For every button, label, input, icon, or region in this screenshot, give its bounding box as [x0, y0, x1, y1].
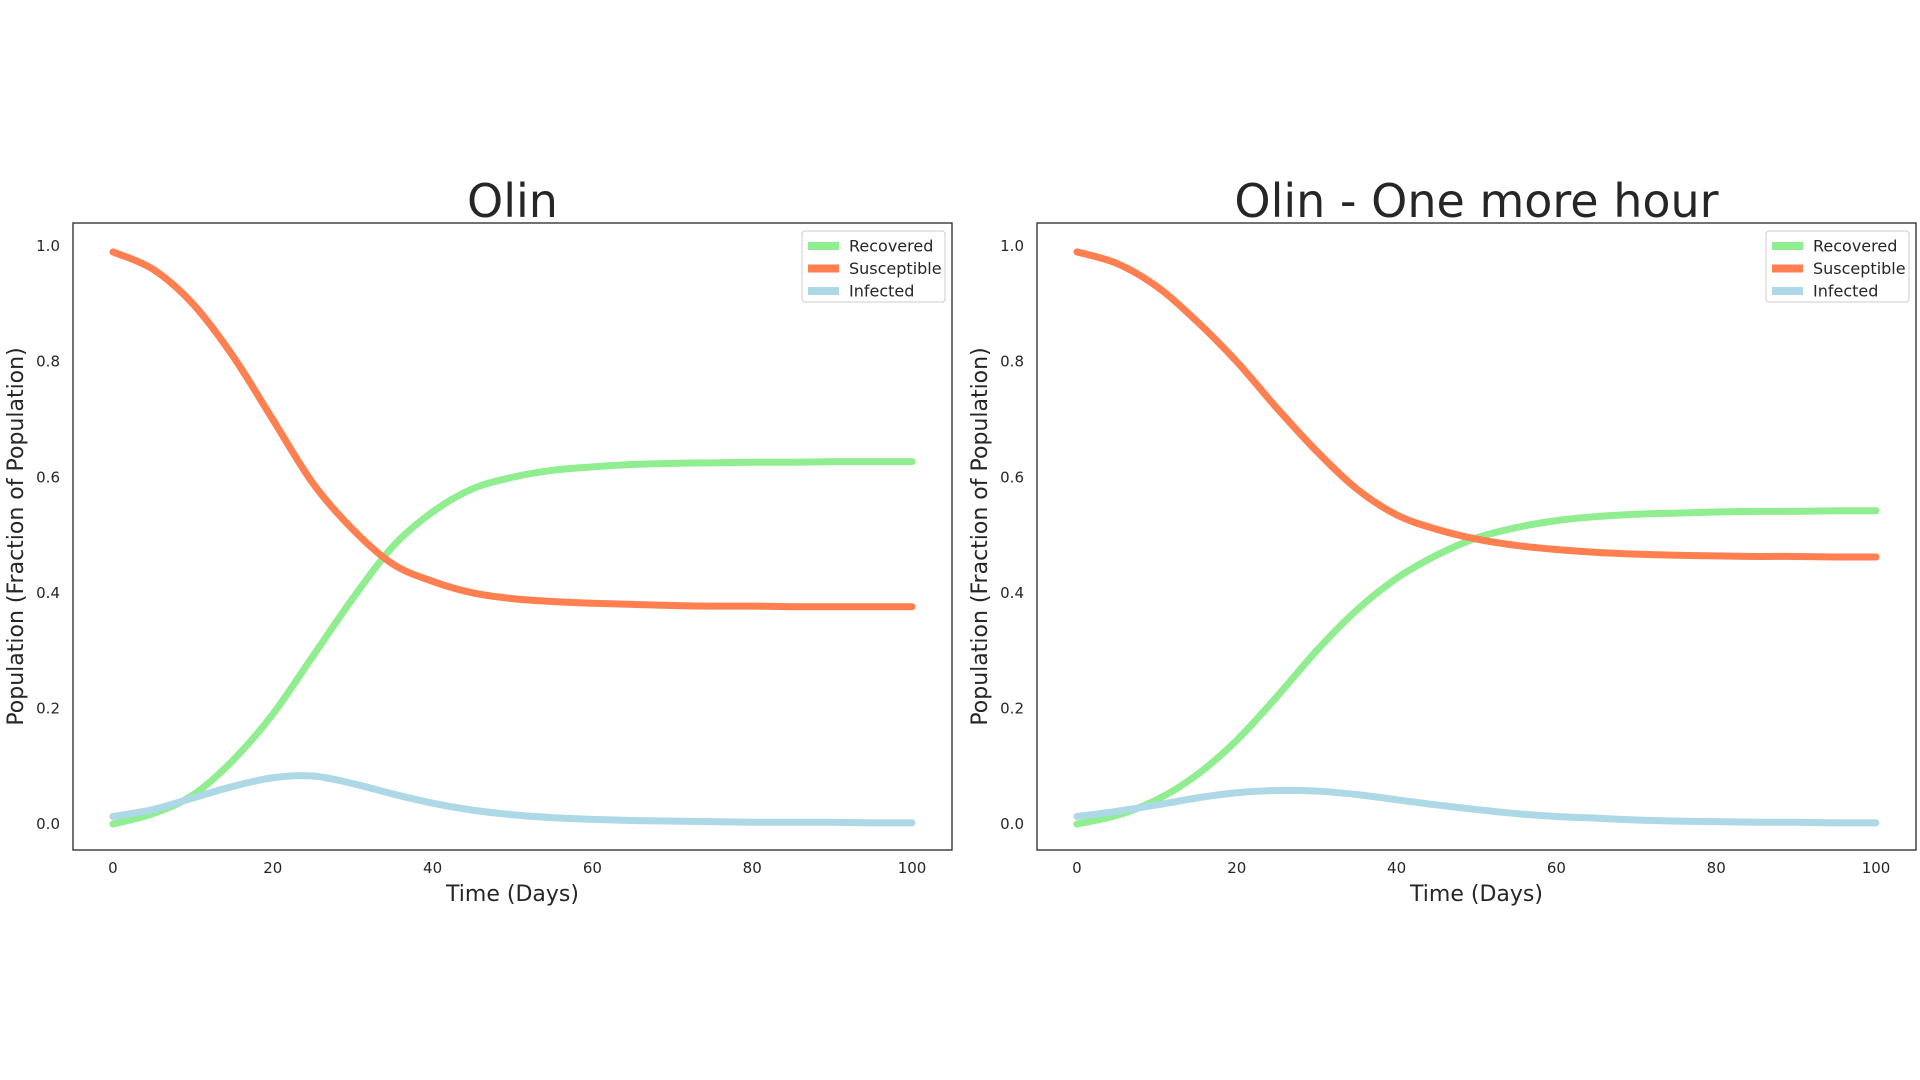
- y-tick-label: 0.6: [36, 468, 60, 486]
- y-tick-label: 0.2: [36, 699, 60, 717]
- y-tick-label: 0.2: [1000, 699, 1024, 717]
- y-tick-label: 1.0: [1000, 237, 1024, 255]
- chart-panel-1: Olin 0 20 40 60 80 100 0.0 0.2 0.4 0.6 0.8 1.0 Time (…: [4, 174, 953, 907]
- legend-label-susceptible: Susceptible: [1813, 259, 1906, 278]
- legend: Recovered Susceptible Infected: [801, 230, 946, 303]
- series-line-infected: [1073, 786, 1880, 827]
- series-line-recovered: [109, 458, 916, 828]
- legend-label-infected: Infected: [849, 282, 914, 301]
- legend-label-susceptible: Susceptible: [849, 259, 942, 278]
- x-tick-label: 60: [583, 859, 602, 877]
- x-tick-label: 80: [1707, 859, 1726, 877]
- legend-label-infected: Infected: [1813, 282, 1878, 301]
- y-axis-label: Population (Fraction of Population): [4, 347, 29, 725]
- chart-title: Olin - One more hour: [1234, 174, 1718, 228]
- series-line-susceptible: [109, 248, 916, 611]
- x-tick-label: 0: [1072, 859, 1082, 877]
- y-tick-label: 1.0: [36, 237, 60, 255]
- series-line-infected: [109, 772, 916, 827]
- y-tick-label: 0.4: [36, 584, 60, 602]
- x-tick-label: 40: [423, 859, 442, 877]
- chart-panel-2: Olin - One more hour 0 20 40 60 80 100 0.0 0.2 0.…: [968, 174, 1917, 907]
- legend-label-recovered: Recovered: [1813, 237, 1897, 256]
- x-tick-label: 60: [1547, 859, 1566, 877]
- x-tick-label: 20: [263, 859, 282, 877]
- y-tick-label: 0.8: [36, 353, 60, 371]
- chart-title: Olin: [467, 174, 558, 228]
- y-tick-label: 0.8: [1000, 353, 1024, 371]
- y-axis-label: Population (Fraction of Population): [968, 347, 993, 725]
- x-tick-label: 100: [1862, 859, 1891, 877]
- x-tick-label: 0: [108, 859, 118, 877]
- x-axis-label: Time (Days): [1409, 882, 1543, 907]
- x-tick-label: 40: [1387, 859, 1406, 877]
- legend: Recovered Susceptible Infected: [1765, 230, 1910, 303]
- x-axis-label: Time (Days): [445, 882, 579, 907]
- y-tick-label: 0.4: [1000, 584, 1024, 602]
- x-tick-label: 100: [898, 859, 927, 877]
- legend-label-recovered: Recovered: [849, 237, 933, 256]
- x-tick-label: 80: [743, 859, 762, 877]
- y-tick-label: 0.0: [1000, 815, 1024, 833]
- plot-frame: [1036, 222, 1917, 851]
- y-tick-label: 0.6: [1000, 468, 1024, 486]
- y-tick-label: 0.0: [36, 815, 60, 833]
- x-tick-label: 20: [1227, 859, 1246, 877]
- plot-frame: [72, 222, 953, 851]
- series-line-susceptible: [1073, 248, 1880, 561]
